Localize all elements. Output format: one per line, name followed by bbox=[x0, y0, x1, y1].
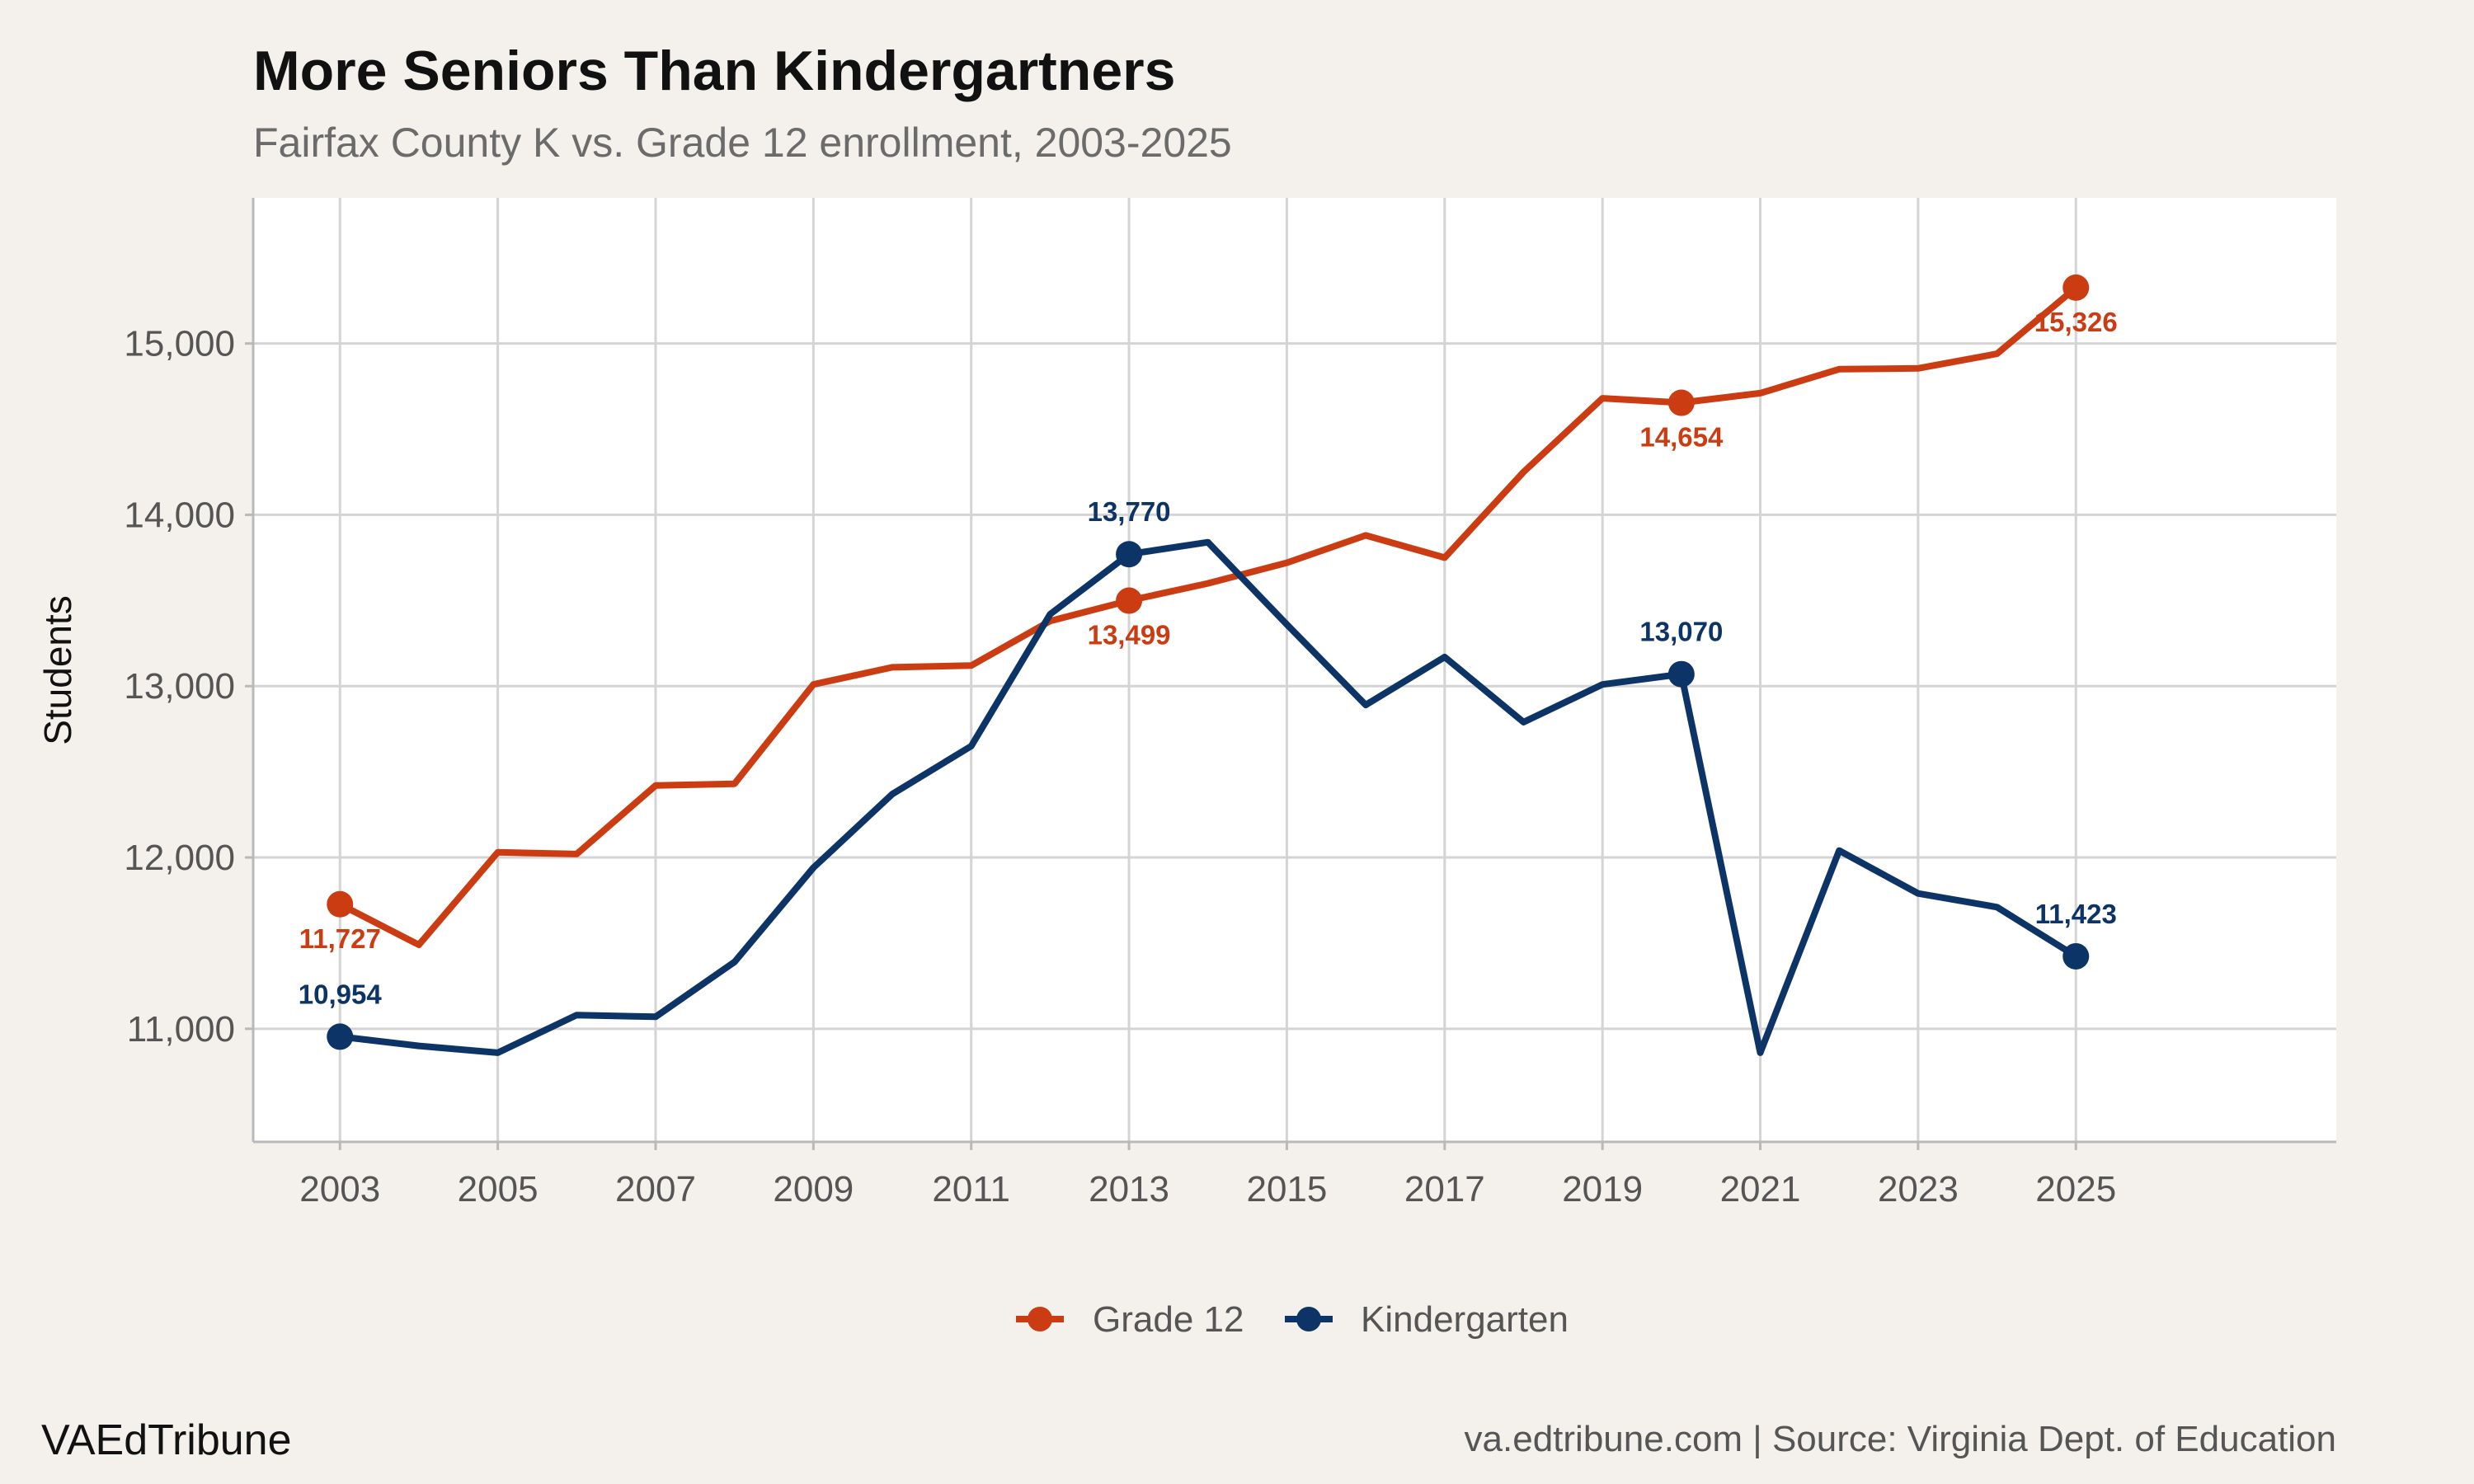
data-label-grade-12-2020: 14,654 bbox=[1639, 422, 1724, 453]
x-tick-label-2011: 2011 bbox=[932, 1169, 1010, 1209]
chart-title: More Seniors Than Kindergartners bbox=[253, 40, 1175, 102]
chart-subtitle: Fairfax County K vs. Grade 12 enrollment… bbox=[253, 120, 1232, 166]
x-tick-label-2015: 2015 bbox=[1246, 1169, 1327, 1209]
legend-label-kindergarten: Kindergarten bbox=[1361, 1299, 1569, 1340]
data-label-grade-12-2003: 11,727 bbox=[299, 923, 381, 954]
x-tick-label-2023: 2023 bbox=[1878, 1169, 1959, 1209]
x-axis: 2003 2005 2007 2009 2011 2013 2015 2017 2019 2021… bbox=[299, 1142, 2116, 1209]
point-grade-12-2003 bbox=[327, 890, 354, 918]
x-tick-label-2013: 2013 bbox=[1089, 1169, 1169, 1209]
data-label-kindergarten-2025: 11,423 bbox=[2035, 899, 2117, 929]
point-kindergarten-2020 bbox=[1667, 660, 1695, 688]
data-label-kindergarten-2013: 13,770 bbox=[1088, 496, 1171, 527]
y-axis: 11,000 12,000 13,000 14,000 15,000 bbox=[124, 324, 253, 1050]
point-kindergarten-2025 bbox=[2062, 942, 2090, 970]
x-tick-label-2005: 2005 bbox=[458, 1169, 539, 1209]
brand-logo-text: VAEdTribune bbox=[41, 1416, 292, 1464]
plot-panel bbox=[253, 198, 2336, 1142]
x-tick-label-2003: 2003 bbox=[299, 1169, 380, 1209]
point-kindergarten-2013 bbox=[1116, 541, 1143, 568]
point-kindergarten-2003 bbox=[327, 1023, 354, 1050]
series-line-kindergarten bbox=[336, 538, 2080, 1056]
y-tick-label-13000: 13,000 bbox=[124, 666, 235, 707]
data-label-grade-12-2013: 13,499 bbox=[1088, 620, 1171, 650]
legend-label-grade-12: Grade 12 bbox=[1093, 1299, 1244, 1340]
series-layer bbox=[327, 274, 2090, 1056]
point-grade-12-2013 bbox=[1116, 587, 1143, 614]
x-tick-label-2019: 2019 bbox=[1562, 1169, 1643, 1209]
y-tick-label-11000: 11,000 bbox=[127, 1009, 235, 1050]
x-tick-label-2009: 2009 bbox=[773, 1169, 854, 1209]
legend-marker-kindergarten bbox=[1296, 1307, 1321, 1331]
y-tick-label-14000: 14,000 bbox=[124, 495, 235, 535]
legend: Grade 12 Kindergarten bbox=[1016, 1299, 1569, 1340]
point-grade-12-2020 bbox=[1667, 389, 1695, 416]
y-tick-label-15000: 15,000 bbox=[124, 324, 235, 364]
series-line-grade-12 bbox=[336, 284, 2080, 948]
x-tick-label-2021: 2021 bbox=[1720, 1169, 1801, 1209]
point-grade-12-2025 bbox=[2062, 274, 2090, 301]
y-tick-label-12000: 12,000 bbox=[124, 838, 235, 878]
x-tick-label-2017: 2017 bbox=[1404, 1169, 1485, 1209]
data-labels: 11,727 13,499 14,654 15,326 10,954 13,770 13,0… bbox=[299, 307, 2118, 1010]
legend-item-grade-12: Grade 12 bbox=[1016, 1299, 1244, 1340]
data-label-kindergarten-2020: 13,070 bbox=[1639, 617, 1723, 647]
legend-item-kindergarten: Kindergarten bbox=[1285, 1299, 1569, 1340]
legend-marker-grade-12 bbox=[1028, 1307, 1052, 1331]
x-tick-label-2025: 2025 bbox=[2035, 1169, 2116, 1209]
x-tick-label-2007: 2007 bbox=[615, 1169, 696, 1209]
data-label-kindergarten-2003: 10,954 bbox=[299, 979, 383, 1009]
data-label-grade-12-2025: 15,326 bbox=[2034, 307, 2118, 337]
grid bbox=[253, 198, 2336, 1142]
y-axis-title: Students bbox=[36, 595, 79, 745]
source-note: va.edtribune.com | Source: Virginia Dept… bbox=[1465, 1419, 2336, 1459]
